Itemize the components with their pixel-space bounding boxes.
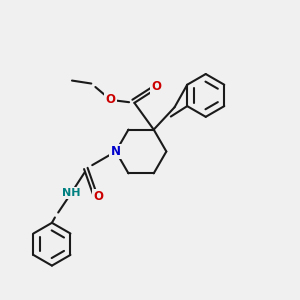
Text: O: O — [152, 80, 162, 93]
Text: O: O — [93, 190, 103, 203]
Text: O: O — [106, 93, 116, 106]
Text: N: N — [111, 145, 121, 158]
Text: NH: NH — [62, 188, 80, 198]
